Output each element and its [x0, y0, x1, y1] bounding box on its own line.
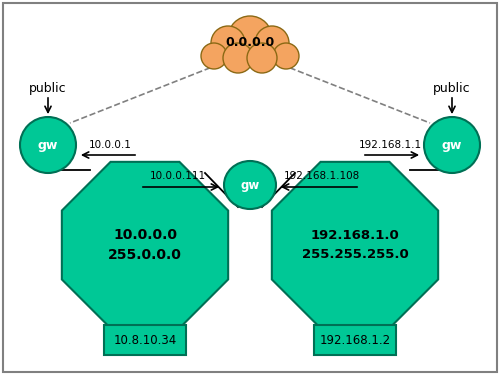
Text: gw: gw	[442, 138, 462, 152]
FancyBboxPatch shape	[314, 325, 396, 355]
Text: 10.0.0.111: 10.0.0.111	[150, 171, 206, 181]
Ellipse shape	[20, 117, 76, 173]
Circle shape	[211, 26, 245, 60]
Text: 10.0.0.0
255.0.0.0: 10.0.0.0 255.0.0.0	[108, 228, 182, 262]
Text: 192.168.1.0
255.255.255.0: 192.168.1.0 255.255.255.0	[302, 229, 408, 261]
Circle shape	[228, 16, 272, 60]
Circle shape	[223, 43, 253, 73]
Text: 0.0.0.0: 0.0.0.0	[226, 36, 274, 48]
Text: 192.168.1.1: 192.168.1.1	[358, 140, 422, 150]
Ellipse shape	[224, 161, 276, 209]
Text: gw: gw	[240, 178, 260, 192]
Text: public: public	[29, 82, 67, 95]
Polygon shape	[62, 162, 228, 328]
Ellipse shape	[424, 117, 480, 173]
Polygon shape	[272, 162, 438, 328]
Text: public: public	[433, 82, 471, 95]
Text: 192.168.1.2: 192.168.1.2	[320, 333, 390, 346]
FancyBboxPatch shape	[104, 325, 186, 355]
Text: 192.168.1.108: 192.168.1.108	[284, 171, 360, 181]
Circle shape	[201, 43, 227, 69]
Text: 10.8.10.34: 10.8.10.34	[114, 333, 176, 346]
Text: 10.0.0.1: 10.0.0.1	[88, 140, 132, 150]
Text: gw: gw	[38, 138, 58, 152]
Circle shape	[273, 43, 299, 69]
Circle shape	[255, 26, 289, 60]
Circle shape	[247, 43, 277, 73]
